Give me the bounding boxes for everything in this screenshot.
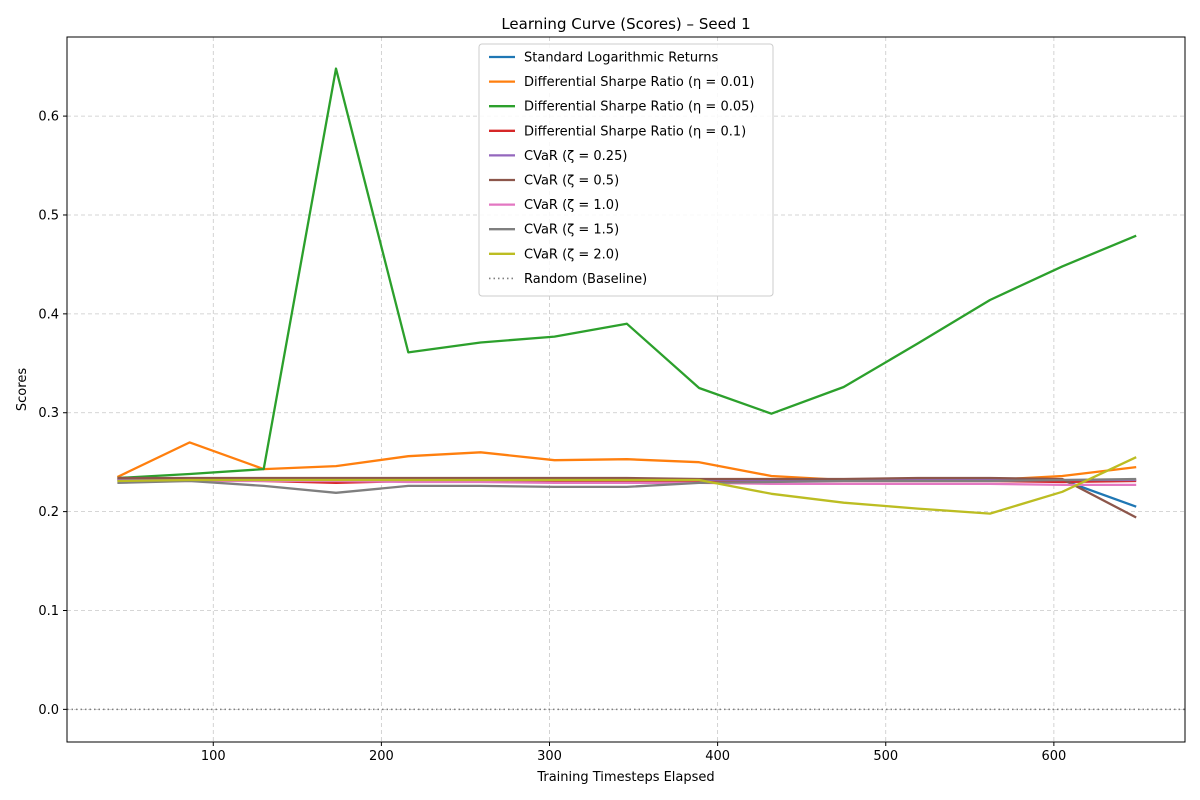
legend-label: Standard Logarithmic Returns: [524, 51, 718, 66]
x-tick-label: 100: [201, 749, 226, 764]
x-tick-label: 200: [369, 749, 394, 764]
legend-label: CVaR (ζ = 0.25): [524, 149, 627, 164]
legend-label: Differential Sharpe Ratio (η = 0.1): [524, 124, 746, 139]
series-line-cvar-1-5: [117, 477, 1137, 494]
x-tick-label: 500: [873, 749, 898, 764]
y-tick-label: 0.5: [38, 208, 59, 223]
x-tick-label: 600: [1041, 749, 1066, 764]
plot-area: [67, 67, 1185, 711]
y-axis-label: Scores: [15, 368, 30, 411]
legend-label: Random (Baseline): [524, 272, 647, 287]
y-tick-label: 0.3: [38, 406, 59, 421]
x-tick-label: 300: [537, 749, 562, 764]
y-tick-label: 0.2: [38, 505, 59, 520]
plot-frame: [66, 36, 1186, 743]
y-tick-label: 0.6: [38, 110, 59, 125]
legend-label: CVaR (ζ = 1.0): [524, 198, 619, 213]
series-line-cvar-2-0: [117, 456, 1137, 515]
legend-label: Differential Sharpe Ratio (η = 0.01): [524, 75, 754, 90]
series-line-differential-sharpe-ratio-0-01: [116, 441, 1137, 482]
legend: Standard Logarithmic Returns Differential…: [478, 43, 774, 297]
legend-label: CVaR (ζ = 0.5): [524, 174, 619, 189]
y-tick-label: 0.1: [38, 604, 59, 619]
chart-title: Learning Curve (Scores) – Seed 1: [501, 15, 750, 33]
y-tick-label: 0.4: [38, 307, 59, 322]
x-tick-label: 400: [705, 749, 730, 764]
legend-label: CVaR (ζ = 1.5): [524, 223, 619, 238]
legend-box: [478, 43, 774, 297]
legend-label: CVaR (ζ = 2.0): [524, 247, 619, 262]
y-tick-label: 0.0: [38, 703, 59, 718]
series-line-cvar-0-5: [117, 476, 1137, 519]
axis-ticks: 100 200 300 400 500 600 0.0 0.1 0.2 0.3 0.4 0.5 0.6: [38, 110, 1066, 764]
legend-label: Differential Sharpe Ratio (η = 0.05): [524, 100, 754, 115]
series-line-differential-sharpe-ratio-0-05: [117, 67, 1137, 480]
x-axis-label: Training Timesteps Elapsed: [536, 770, 714, 785]
